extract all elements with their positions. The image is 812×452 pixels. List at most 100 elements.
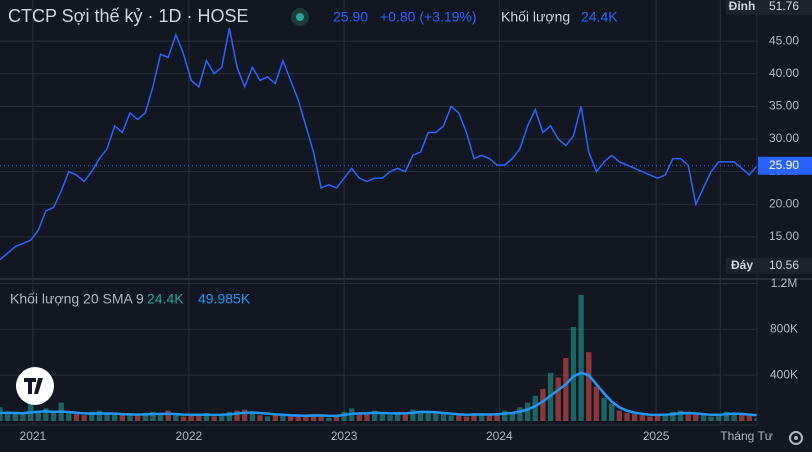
volume-bar: [4, 414, 11, 421]
volume-bar: [127, 414, 133, 421]
volume-bar: [463, 416, 470, 421]
volume-bar: [609, 403, 615, 421]
price-change: +0.80 (+3.19%): [380, 9, 477, 25]
volume-bar: [326, 417, 332, 421]
volume-bar: [708, 416, 714, 421]
high-value: 51.76: [769, 0, 799, 13]
volume-bar: [196, 415, 202, 421]
volume-bar: [578, 294, 584, 421]
high-name: Đỉnh: [729, 0, 756, 13]
status-dot: [296, 13, 304, 21]
volume-bar: [731, 412, 737, 421]
last-price: 25.90: [333, 9, 368, 25]
last-price-tag-label: 25.90: [769, 158, 799, 172]
volume-bar: [739, 414, 745, 421]
volume-bar: [66, 412, 72, 421]
volume-bar: [142, 412, 148, 421]
x-tick-label: 2025: [643, 429, 670, 443]
volume-bar: [295, 415, 301, 421]
volume-bar: [372, 410, 378, 421]
volume-bar: [700, 415, 707, 421]
volume-bar: [119, 415, 125, 421]
volume-bar: [226, 411, 233, 421]
volume-bar: [150, 411, 156, 421]
volume-bar: [203, 412, 210, 421]
volume-bar: [456, 415, 462, 421]
volume-bar: [211, 416, 217, 421]
volume-bar: [180, 416, 187, 421]
volume-bar: [257, 415, 263, 421]
volume-bar: [524, 402, 531, 421]
volume-bar: [654, 414, 661, 421]
x-tick-label: 2022: [176, 429, 203, 443]
sma-legend-value: 49.985K: [198, 291, 251, 307]
volume-bar: [394, 411, 401, 421]
y-tick-label: 15.00: [769, 229, 799, 243]
last-price-tag: [758, 156, 812, 175]
volume-bar: [685, 412, 691, 421]
y-tick-label: 45.00: [769, 33, 799, 47]
volume-bar: [104, 414, 110, 421]
low-tag: [758, 257, 812, 274]
x-tick-label: 2021: [20, 429, 47, 443]
volume-bar: [333, 416, 340, 421]
volume-bar: [677, 410, 684, 421]
y-tick-label: 1.2M: [771, 276, 798, 290]
tradingview-logo[interactable]: [16, 367, 54, 405]
grid: [0, 0, 757, 425]
volume-bar: [112, 412, 118, 421]
volume-bar: [601, 398, 607, 421]
volume-bar: [173, 415, 179, 421]
x-tick-label: 2024: [486, 429, 513, 443]
axes: 2021 2022 2023 2024 2025 Tháng Tư 15.00 20.00 25…: [20, 0, 812, 443]
volume-bar: [219, 414, 225, 421]
volume-bar: [165, 410, 171, 421]
volume-bar: [417, 410, 424, 421]
volume-bar: [12, 411, 18, 421]
volume-bar: [716, 414, 722, 421]
volume-legend-value: 24.4K: [147, 291, 184, 307]
x-tick-label: Tháng Tư: [720, 429, 773, 443]
volume-bar: [670, 411, 676, 421]
volume-bar: [356, 414, 363, 421]
volume-bar: [723, 411, 730, 421]
high-tag: [758, 0, 812, 15]
volume-bar: [89, 411, 95, 421]
volume-bar: [639, 415, 645, 421]
volume-bar: [272, 414, 278, 421]
price-line: [0, 27, 758, 261]
volume-bar: [570, 327, 577, 421]
volume-bar: [379, 414, 385, 421]
volume-bar: [410, 409, 416, 421]
volume-bar: [188, 414, 194, 421]
volume-bar: [157, 414, 164, 421]
volume-bar: [532, 395, 538, 421]
volume-bar: [318, 415, 324, 421]
volume-bar: [35, 410, 41, 421]
y-tick-label: 30.00: [769, 131, 799, 145]
high-name-tag: [726, 0, 757, 15]
volume-bar: [517, 407, 523, 421]
volume-bar: [81, 415, 87, 421]
sma-line: [0, 371, 758, 418]
volume-bar: [586, 352, 592, 421]
volume-bar: [96, 410, 103, 421]
volume-bar: [310, 414, 317, 421]
volume-bar: [746, 415, 753, 421]
volume-bar: [616, 410, 623, 421]
y-tick-label: 400K: [770, 367, 798, 381]
volume-bar: [264, 416, 271, 421]
volume-bar: [440, 414, 447, 421]
settings-button[interactable]: [789, 431, 803, 445]
volume-bar: [563, 357, 569, 421]
volume-bar: [73, 414, 80, 421]
volume-bar: [448, 415, 454, 421]
volume-label: Khối lượng: [501, 9, 570, 25]
volume-bar: [402, 412, 408, 421]
y-tick-label: 40.00: [769, 66, 799, 80]
volume-bar: [502, 410, 508, 421]
volume-bar: [280, 415, 286, 421]
volume-bar: [234, 410, 240, 421]
